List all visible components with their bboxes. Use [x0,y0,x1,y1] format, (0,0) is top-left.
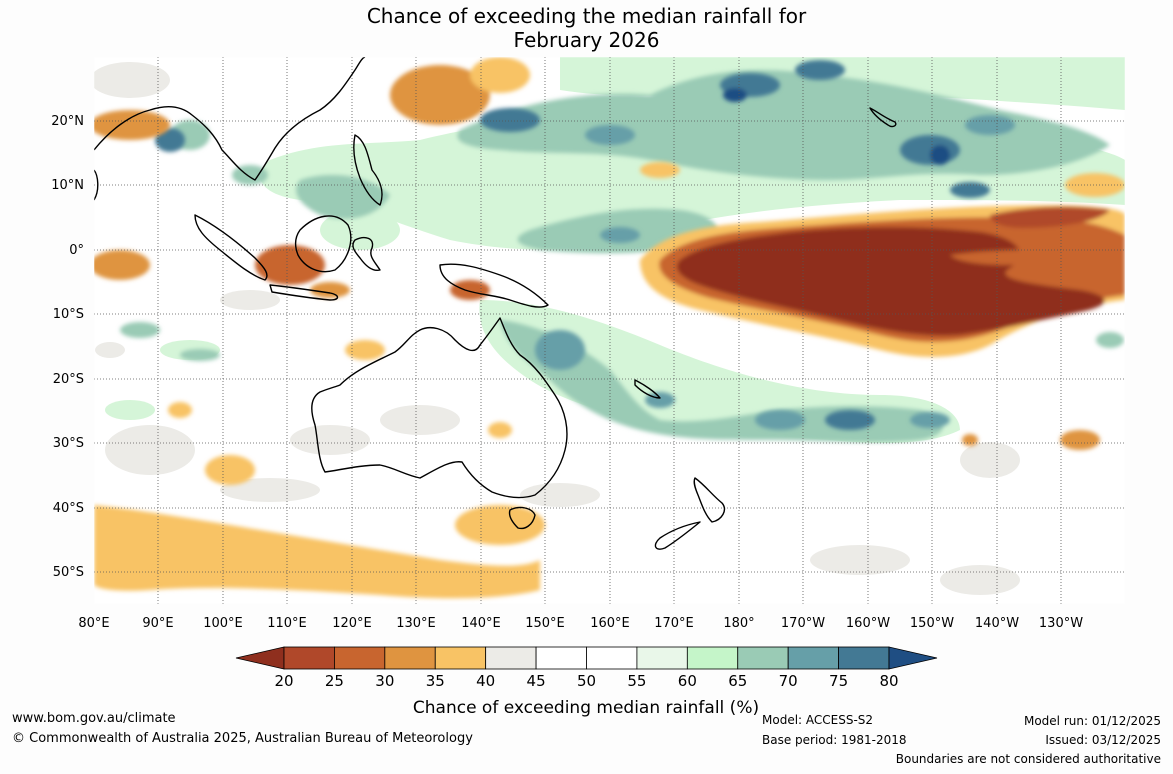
colorbar-cell [636,646,688,670]
colorbar-cell [686,646,739,670]
colorbar-cell [535,646,587,670]
pacific-dry-core [640,205,1125,357]
model-run-text: Model run: 01/12/2025 [1023,714,1161,728]
colorbar-cell [334,646,386,670]
sulawesi-coastline [352,236,381,272]
colorbar-left-arrow [235,646,285,670]
legend-tick-label: 40 [476,672,495,690]
new-zealand-south [654,521,701,550]
legend-tick-label: 30 [375,672,394,690]
lat-label: 20°S [53,372,84,387]
colorbar-cell [838,646,890,670]
legend-tick-label: 75 [829,672,848,690]
philippines-coastline [353,134,383,206]
model-text: Model: ACCESS-S2 [762,713,874,727]
sumatra-coastline [194,214,268,281]
map-title: Chance of exceeding the median rainfall … [0,4,1173,52]
lat-label: 10°S [53,307,84,322]
disclaimer-text: Boundaries are not considered authoritat… [895,752,1161,766]
latitude-axis: 20°N 10°N 0° 10°S 20°S 30°S 40°S 50°S [51,114,84,580]
hawaii-coastline [869,107,897,128]
map-frame [93,56,1126,605]
title-line-2: February 2026 [513,28,660,52]
lon-label: 170°E [654,616,694,631]
lon-label: 100°E [203,616,243,631]
colorbar-cell [283,646,335,670]
title-line-1: Chance of exceeding the median rainfall … [366,4,807,28]
colorbar-cell [485,646,537,670]
legend-tick-label: 55 [627,672,646,690]
lon-label: 110°E [267,616,307,631]
website-text: www.bom.gov.au/climate [12,711,176,726]
lon-label: 140°E [461,616,501,631]
coastlines [94,57,897,550]
legend-tick-label: 70 [779,672,798,690]
borneo-coastline [294,215,352,273]
lat-label: 10°N [51,178,84,193]
colorbar-cell [384,646,436,670]
legend-tick-label: 45 [527,672,546,690]
tasmania-coastline [508,506,536,530]
lon-label: 180° [723,616,754,631]
lat-label: 40°S [53,501,84,516]
colorbar-cell [737,646,789,670]
map-panel [94,57,1125,604]
lon-label: 80°E [78,616,109,631]
australia-coastline [311,317,568,499]
legend-tick-label: 60 [678,672,697,690]
lat-label: 50°S [53,565,84,580]
longitude-axis: 80°E 90°E 100°E 110°E 120°E 130°E 140°E … [78,616,1083,631]
new-guinea-coastline [439,263,549,308]
lat-label: 30°S [53,436,84,451]
colorbar-cell [434,646,487,670]
new-zealand-north [693,477,726,523]
java-coastline [269,284,339,301]
lon-label: 160°W [846,616,890,631]
legend-tick-label: 50 [577,672,596,690]
lon-label: 170°W [781,616,825,631]
legend-colorbar [235,646,938,670]
strong-wet-shading-layer [155,60,1015,430]
lon-label: 130°E [396,616,436,631]
legend-tick-label: 20 [274,672,293,690]
colorbar-right-arrow [888,646,938,670]
lon-label: 90°E [142,616,173,631]
legend-tick-label: 35 [426,672,445,690]
lon-label: 120°E [332,616,372,631]
colorbar-cell [586,646,638,670]
lat-label: 20°N [51,114,84,129]
lon-label: 150°E [525,616,565,631]
issued-text: Issued: 03/12/2025 [1045,733,1161,747]
lon-label: 130°W [1039,616,1083,631]
lon-label: 140°W [975,616,1019,631]
lon-label: 160°E [590,616,630,631]
copyright-text: © Commonwealth of Australia 2025, Austra… [12,731,473,746]
legend-tick-label: 80 [879,672,898,690]
legend-tick-label: 65 [728,672,747,690]
lat-label: 0° [69,243,84,258]
asia-coastline [94,57,366,201]
colorbar-cell [787,646,839,670]
legend-tick-labels: 20 25 30 35 40 45 50 55 60 65 70 75 80 [274,672,898,690]
new-caledonia-coastline [634,379,661,399]
dry-shading-layer [94,57,1125,599]
base-period-text: Base period: 1981-2018 [762,733,907,747]
lon-label: 150°W [910,616,954,631]
legend-title: Chance of exceeding median rainfall (%) [413,698,759,718]
legend-tick-label: 25 [325,672,344,690]
graticule [94,57,1125,604]
